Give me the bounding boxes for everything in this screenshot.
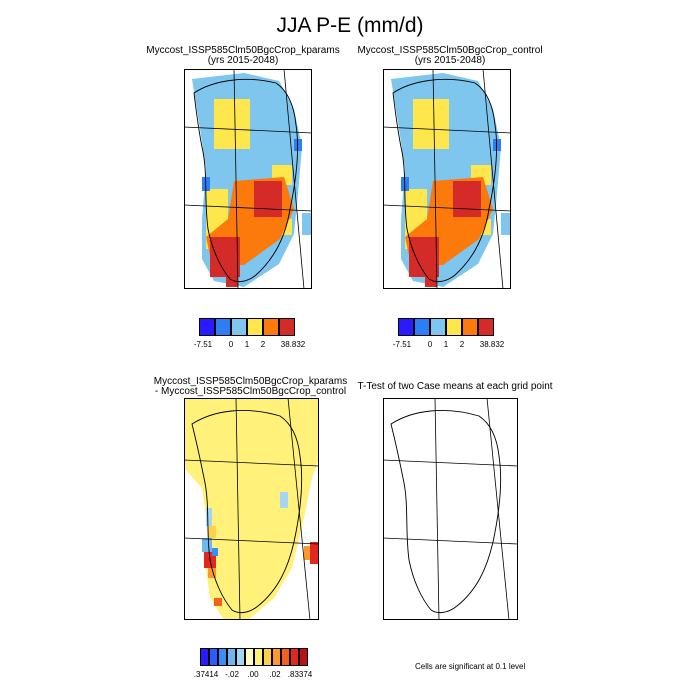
colorbar-swatch (199, 318, 215, 336)
colorbar-tick-label: 1 (443, 340, 449, 349)
colorbar-swatch (299, 648, 308, 666)
colorbar-swatch (218, 648, 227, 666)
panel-title-kparams-line1: Myccost_ISSP585Clm50BgcCrop_kparams (146, 45, 340, 56)
colorbar-swatch (245, 648, 254, 666)
colorbar-swatch (247, 318, 263, 336)
colorbar-swatch (272, 648, 281, 666)
colorbar-swatch (231, 318, 247, 336)
colorbar-swatch (414, 318, 430, 336)
colorbar-tick-label: .00 (247, 670, 259, 679)
map-panel-kparams (184, 69, 312, 289)
colorbar-swatch (279, 318, 295, 336)
colorbar-swatch (263, 648, 272, 666)
colorbar-tick-label: 2 (459, 340, 465, 349)
panel-title-difference: Myccost_ISSP585Clm50BgcCrop_kparams - My… (118, 377, 383, 397)
colorbar-swatch (290, 648, 299, 666)
panel-title-kparams-line2: (yrs 2015-2048) (207, 55, 279, 66)
panel-title-difference-line1: Myccost_ISSP585Clm50BgcCrop_kparams (153, 376, 348, 387)
map-panel-control (383, 69, 511, 289)
colorbar-swatch (462, 318, 478, 336)
colorbar-difference: .37414 -.02 .00 .02 .83374 (194, 648, 313, 682)
panel-title-kparams: Myccost_ISSP585Clm50BgcCrop_kparams (yrs… (118, 46, 368, 66)
field-map-kparams (184, 69, 312, 289)
field-map-control (383, 69, 511, 289)
colorbar-swatch (236, 648, 245, 666)
colorbar-swatch (478, 318, 494, 336)
colorbar-tick-label: .83374 (287, 670, 313, 679)
colorbar-tick-label: 0 (427, 340, 433, 349)
colorbar-tick-label: 2 (260, 340, 266, 349)
panel-title-ttest-line1: T-Test of two Case means at each grid po… (357, 381, 553, 392)
panel-title-ttest: T-Test of two Case means at each grid po… (350, 382, 560, 392)
colorbar-swatch (446, 318, 462, 336)
colorbar-swatch (200, 648, 209, 666)
panel-title-control: Myccost_ISSP585Clm50BgcCrop_control (yrs… (325, 46, 575, 66)
colorbar-swatch (209, 648, 218, 666)
panel-title-difference-line2: - Myccost_ISSP585Clm50BgcCrop_control (154, 386, 347, 397)
colorbar-tick-label: -7.51 (193, 340, 213, 349)
colorbar-tick-label: 0 (228, 340, 234, 349)
difference-map (184, 398, 319, 620)
colorbar-kparams: -7.51 0 1 2 38.832 (194, 318, 305, 352)
map-panel-difference (184, 398, 319, 620)
page-title: JJA P-E (mm/d) (276, 14, 424, 37)
colorbar-tick-label: 38.832 (280, 340, 306, 349)
colorbar-control: -7.51 0 1 2 38.832 (393, 318, 504, 352)
colorbar-swatch (263, 318, 279, 336)
colorbar-tick-label: .37414 (193, 670, 219, 679)
ttest-map (383, 398, 518, 620)
panel-title-control-line1: Myccost_ISSP585Clm50BgcCrop_control (357, 45, 543, 56)
panel-title-control-line2: (yrs 2015-2048) (414, 55, 486, 66)
colorbar-swatch (254, 648, 263, 666)
colorbar-swatch (215, 318, 231, 336)
colorbar-swatch (227, 648, 236, 666)
colorbar-tick-label: -7.51 (392, 340, 412, 349)
colorbar-tick-label: -.02 (225, 670, 239, 679)
colorbar-tick-label: 38.832 (479, 340, 505, 349)
colorbar-swatch (430, 318, 446, 336)
colorbar-tick-label: 1 (244, 340, 250, 349)
significance-note: Cells are significant at 0.1 level (415, 662, 526, 671)
colorbar-swatch (398, 318, 414, 336)
map-panel-ttest (383, 398, 518, 620)
colorbar-tick-label: .02 (269, 670, 281, 679)
colorbar-swatch (281, 648, 290, 666)
